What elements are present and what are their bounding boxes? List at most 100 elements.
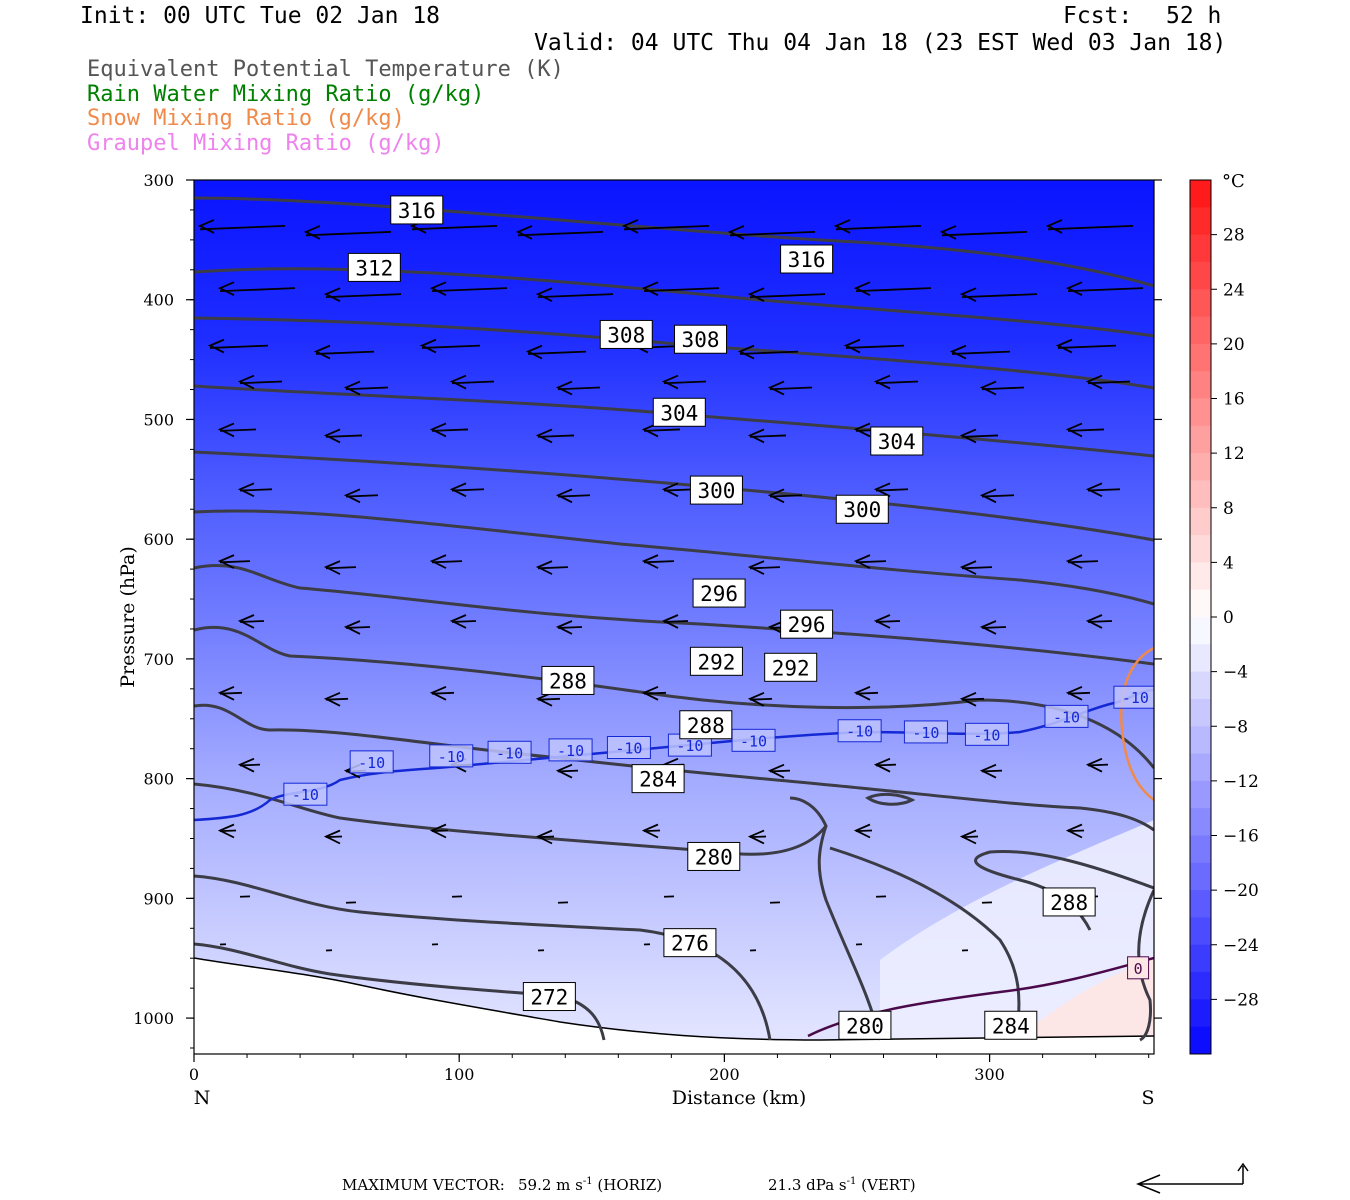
theta-e-label: 300 [689, 475, 743, 505]
wind-arrow-icon [959, 428, 999, 444]
theta-e-label: 300 [835, 494, 889, 524]
colorbar-swatch [1190, 453, 1211, 481]
theta-e-label: 296 [780, 609, 834, 639]
theta-e-292 [194, 563, 1154, 666]
colorbar-swatch [1190, 644, 1211, 673]
x-label-south: S [1141, 1087, 1154, 1109]
wind-arrow-icon [429, 823, 449, 839]
colorbar-swatch [1190, 234, 1211, 263]
wind-vectors [197, 219, 1144, 952]
theta-e-label-text: 280 [695, 845, 733, 869]
y-tick-label: 300 [143, 171, 174, 190]
forecast-hour: 52 h [1166, 3, 1222, 29]
colorbar-swatch [1190, 862, 1211, 891]
isotherm-label-text: -10 [292, 786, 319, 804]
y-tick-label: 700 [143, 650, 174, 669]
wind-arrow-icon [343, 380, 389, 396]
colorbar-swatch [1190, 480, 1211, 509]
theta-e-label: 308 [674, 324, 728, 354]
wind-arrow-icon [1085, 614, 1113, 629]
wind-arrow-icon [747, 691, 773, 707]
colorbar-tick-label: 4 [1223, 553, 1234, 573]
wind-arrow-icon [1085, 482, 1121, 498]
theta-e-label: 304 [652, 397, 706, 427]
wind-arrow-icon [767, 488, 803, 504]
wind-arrow-icon [237, 482, 273, 498]
wind-arrow-icon [343, 488, 379, 504]
wind-arrow-icon [959, 829, 979, 845]
theta-e-label-text: 300 [843, 498, 881, 522]
colorbar-swatch [1190, 780, 1211, 809]
colorbar-swatch [1190, 617, 1211, 645]
legend-graupel: Graupel Mixing Ratio (g/kg) [87, 131, 445, 156]
colorbar-swatch [1190, 398, 1211, 427]
y-tick-label: 900 [143, 889, 174, 908]
theta-e-272 [194, 942, 606, 1041]
wind-arrow-icon [747, 829, 767, 845]
wind-arrow-icon [429, 281, 508, 296]
wind-arrow-icon [641, 554, 675, 569]
colorbar-swatch [1190, 425, 1211, 454]
theta-e-296 [194, 509, 1154, 606]
isotherm-label-text: -10 [1053, 708, 1080, 726]
theta-e-288 [194, 625, 1154, 769]
wind-arrow-icon [429, 422, 469, 438]
max-vector-horiz: 59.2 m s-1 (HORIZ) [518, 1176, 662, 1194]
isotherm-label-text: -10 [740, 732, 767, 750]
colorbar-tick-label: −8 [1223, 717, 1248, 737]
colorbar-swatch [1190, 835, 1211, 864]
theta-e-label: 292 [764, 652, 818, 682]
isotherm-label-text: -10 [1122, 689, 1149, 707]
wind-arrow-icon [303, 225, 392, 240]
wind-arrow-icon [313, 344, 375, 360]
wind-arrow-icon [515, 225, 604, 240]
isotherm-label: -10 [487, 740, 532, 764]
wind-arrow-icon [843, 338, 905, 354]
isotherm-label-text: -10 [438, 748, 465, 766]
isotherm-label: -10 [903, 720, 948, 744]
colorbar-swatch [1190, 507, 1211, 536]
wind-arrow-icon [217, 823, 237, 839]
theta-e-276 [194, 874, 772, 1041]
colorbar-tick-label: 28 [1223, 226, 1245, 246]
wind-arrow-icon [853, 554, 887, 569]
wind-arrow-icon [237, 614, 265, 629]
y-tick-label: 1000 [133, 1009, 174, 1028]
theta-e-label: 272 [522, 982, 576, 1012]
forecast-label: Fcst: [1063, 3, 1133, 29]
isotherm-label: -10 [667, 733, 712, 757]
wind-arrow-icon [939, 225, 1028, 240]
wind-arrow-icon [661, 614, 689, 629]
wind-arrow-icon [853, 281, 932, 296]
wind-arrow-icon [1065, 554, 1099, 569]
vert-unit: (VERT) [861, 1176, 916, 1194]
wind-arrow-icon [853, 685, 879, 701]
isotherm-label: -10 [1113, 685, 1154, 709]
wind-arrow-icon [535, 428, 575, 444]
wind-arrow-icon [237, 374, 283, 390]
wind-arrow-icon [873, 614, 901, 629]
colorbar-tick-label: −12 [1223, 772, 1259, 792]
colorbar-swatch [1190, 944, 1211, 973]
terrain [194, 958, 1154, 1054]
wind-arrow-icon [555, 620, 583, 635]
theta-e-label-text: 292 [772, 656, 810, 680]
terrain-outline [194, 957, 1154, 1041]
colorbar-tick-label: 24 [1223, 280, 1245, 300]
wind-arrow-icon [747, 428, 787, 444]
colorbar-swatch [1190, 316, 1211, 345]
wind-arrow-icon [727, 225, 816, 240]
theta-e-label-text: 284 [639, 768, 677, 792]
wind-arrow-icon [767, 763, 791, 779]
isotherm-label-text: -10 [615, 740, 642, 758]
colorbar-swatch [1190, 1026, 1211, 1055]
theta-e-label-text: 280 [846, 1014, 884, 1038]
wind-arrow-icon [873, 374, 919, 390]
horiz-exponent: -1 [582, 1176, 593, 1187]
wind-arrow-icon [217, 685, 243, 701]
y-tick-label: 400 [143, 291, 174, 310]
wind-arrow-icon [525, 344, 587, 360]
reference-horizontal-arrow-icon [1136, 1174, 1243, 1194]
colorbar-swatch [1190, 972, 1211, 1000]
colorbar-swatch [1190, 535, 1211, 563]
